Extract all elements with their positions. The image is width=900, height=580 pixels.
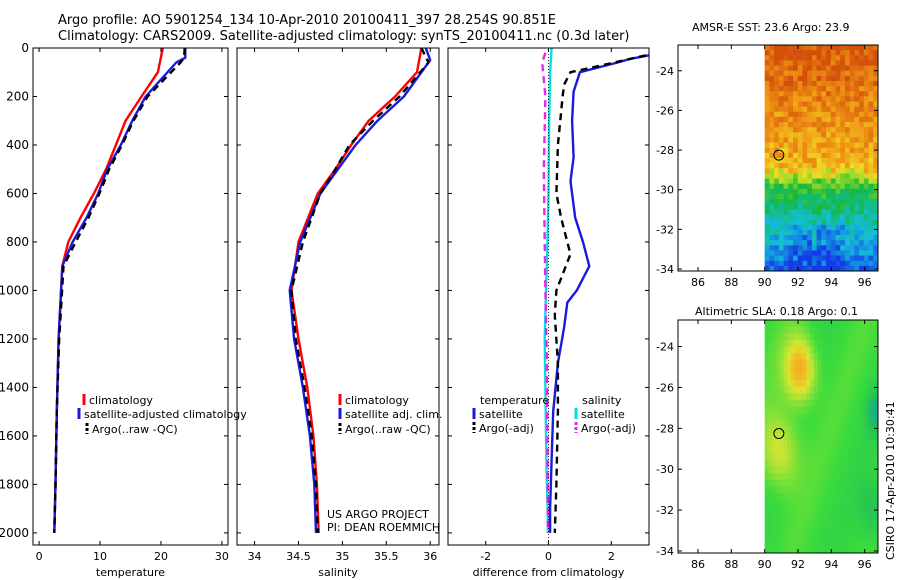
altimetric-sla-map-xtick-label-5: 96 — [858, 558, 872, 571]
temp-legend-satellite: satellite-adjusted climatology — [84, 408, 247, 421]
salinity-profile-frame — [236, 47, 440, 546]
temperature-profile-xlabel: temperature — [96, 566, 165, 579]
difference-profile-xtick-label-1: 0 — [545, 550, 552, 563]
temperature-profile-series-1 — [53, 48, 187, 533]
diff-legend-title-salinity: salinity — [582, 394, 622, 407]
temperature-profile-series-0 — [53, 48, 164, 533]
salinity-profile-xtick-label-2: 35 — [335, 550, 349, 563]
depth-tick-label-2: 400 — [6, 138, 29, 152]
temperature-profile-xtick-label-0: 0 — [36, 550, 43, 563]
depth-tick-label-4: 800 — [6, 235, 29, 249]
depth-tick-label-9: 1800 — [0, 477, 29, 491]
temp-legend-climatology: climatology — [89, 394, 153, 407]
temperature-profile-frame — [32, 47, 229, 546]
annotation-us-argo-project: US ARGO PROJECT — [327, 508, 429, 521]
difference-profile-xtick-label-2: 2 — [608, 550, 615, 563]
figure-title-line2: Climatology: CARS2009. Satellite-adjuste… — [58, 29, 630, 44]
altimetric-sla-map-xtick-label-3: 92 — [791, 558, 805, 571]
diff-legend-title-temperature: temperature — [480, 394, 549, 407]
altimetric-sla-map-data-field — [764, 320, 879, 554]
amsre-sst-map-xtick-label-1: 88 — [724, 276, 738, 289]
temp-legend-argo: Argo(..raw -QC) — [92, 423, 178, 436]
salinity-profile-xtick-label-3: 35.5 — [374, 550, 399, 563]
diff-legend-sal-argo: Argo(-adj) — [581, 422, 636, 435]
sst-map-title: AMSR-E SST: 23.6 Argo: 23.9 — [692, 21, 850, 34]
diff-legend-sal-satellite: satellite — [581, 408, 625, 421]
figure-title-line1: Argo profile: AO 5901254_134 10-Apr-2010… — [58, 13, 556, 28]
amsre-sst-map-ytick-label-2: -28 — [656, 144, 674, 157]
depth-tick-label-7: 1400 — [0, 380, 29, 394]
diff-legend-temp-satellite: satellite — [479, 408, 523, 421]
difference-profile-xtick-label-0: -2 — [480, 550, 491, 563]
depth-tick-label-3: 600 — [6, 186, 29, 200]
amsre-sst-map-xtick-label-2: 90 — [758, 276, 772, 289]
amsre-sst-map-data-field — [764, 45, 879, 272]
amsre-sst-map-xtick-label-0: 86 — [691, 276, 705, 289]
salinity-profile-series-0 — [290, 48, 423, 533]
salinity-profile-series-1 — [288, 48, 432, 533]
amsre-sst-map-xtick-label-3: 92 — [791, 276, 805, 289]
depth-tick-label-0: 0 — [21, 41, 29, 55]
depth-tick-label-8: 1600 — [0, 429, 29, 443]
salinity-profile-xtick-label-0: 34 — [248, 550, 262, 563]
salinity-profile-xlabel: salinity — [318, 566, 358, 579]
amsre-sst-map-xtick-label-5: 96 — [858, 276, 872, 289]
altimetric-sla-map-xtick-label-0: 86 — [691, 558, 705, 571]
altimetric-sla-map-ytick-label-0: -24 — [656, 341, 674, 354]
difference-profile-series-0 — [548, 54, 649, 533]
salinity-profile-series-2 — [290, 48, 430, 533]
amsre-sst-map-frame — [677, 44, 879, 272]
altimetric-sla-map-xtick-label-2: 90 — [758, 558, 772, 571]
amsre-sst-map-ytick-label-5: -34 — [656, 263, 674, 276]
amsre-sst-map-ytick-label-3: -30 — [656, 184, 674, 197]
sal-legend-argo: Argo(..raw -QC) — [345, 423, 431, 436]
diff-legend-temp-argo: Argo(-adj) — [479, 422, 534, 435]
difference-profile-series-1 — [553, 54, 647, 533]
temperature-profile-xtick-label-2: 20 — [154, 550, 168, 563]
altimetric-sla-map-frame — [677, 319, 879, 554]
altimetric-sla-map-ytick-label-2: -28 — [656, 422, 674, 435]
temperature-profile-series-2 — [53, 48, 186, 533]
altimetric-sla-map-ytick-label-1: -26 — [656, 381, 674, 394]
salinity-profile-xtick-label-4: 36 — [423, 550, 437, 563]
difference-profile-series-3 — [541, 52, 550, 533]
depth-tick-label-1: 200 — [6, 89, 29, 103]
amsre-sst-map-ytick-label-1: -26 — [656, 104, 674, 117]
altimetric-sla-map-xtick-label-1: 88 — [724, 558, 738, 571]
sla-map-title: Altimetric SLA: 0.18 Argo: 0.1 — [695, 305, 859, 318]
sal-legend-satellite: satellite adj. clim. — [345, 408, 442, 421]
altimetric-sla-map-ytick-label-3: -30 — [656, 463, 674, 476]
amsre-sst-map-ytick-label-0: -24 — [656, 65, 674, 78]
difference-profile-xlabel: difference from climatology — [473, 566, 625, 579]
temperature-profile-xtick-label-1: 10 — [93, 550, 107, 563]
altimetric-sla-map-ytick-label-4: -32 — [656, 504, 674, 517]
temperature-profile-xtick-label-3: 30 — [215, 550, 229, 563]
altimetric-sla-map-xtick-label-4: 94 — [824, 558, 838, 571]
altimetric-sla-map-argo-location-marker — [773, 428, 785, 440]
depth-tick-label-6: 1200 — [0, 332, 29, 346]
sal-legend-climatology: climatology — [345, 394, 409, 407]
annotation-pi-name: PI: DEAN ROEMMICH — [327, 521, 440, 534]
amsre-sst-map-ytick-label-4: -32 — [656, 223, 674, 236]
amsre-sst-map-argo-location-marker — [773, 149, 785, 161]
amsre-sst-map-xtick-label-4: 94 — [824, 276, 838, 289]
salinity-profile-xtick-label-1: 34.5 — [286, 550, 311, 563]
depth-tick-label-5: 1000 — [0, 283, 29, 297]
depth-tick-label-10: 2000 — [0, 526, 29, 540]
altimetric-sla-map-ytick-label-5: -34 — [656, 545, 674, 558]
